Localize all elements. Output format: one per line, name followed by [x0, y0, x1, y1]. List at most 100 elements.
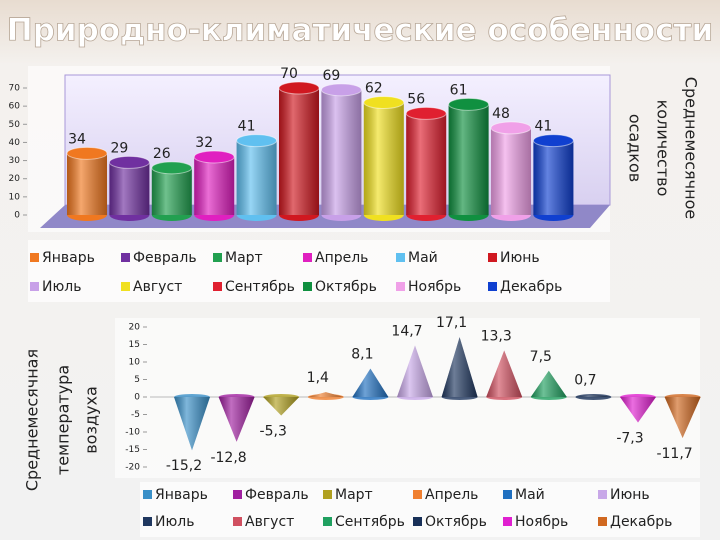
bar-shade: [279, 88, 319, 215]
legend-swatch: [323, 517, 332, 526]
cone-shade: [397, 345, 433, 397]
legend-label: Январь: [42, 250, 95, 266]
cone-shade: [307, 392, 344, 397]
value-label: 1,4: [307, 370, 329, 386]
legend-label: Май: [515, 487, 545, 503]
bar-top: [278, 81, 320, 95]
value-label: 13,3: [481, 328, 512, 344]
legend-label: Сентябрь: [335, 514, 405, 530]
legend-label: Ноябрь: [408, 279, 461, 295]
value-label: 32: [195, 135, 213, 151]
legend-swatch: [233, 490, 242, 499]
value-label: -11,7: [656, 446, 692, 462]
legend-label: Август: [245, 514, 294, 530]
legend-label: Июнь: [610, 487, 650, 503]
legend-swatch: [213, 282, 222, 291]
bar-shade: [321, 89, 362, 215]
value-label: 7,5: [530, 349, 552, 365]
legend-label: Декабрь: [500, 279, 562, 295]
bar-top: [490, 121, 532, 135]
legend-swatch: [503, 517, 512, 526]
value-label: 17,1: [436, 315, 467, 331]
legend-swatch: [598, 490, 607, 499]
cone-shade: [620, 397, 656, 423]
value-label: 14,7: [391, 324, 422, 340]
value-label: -5,3: [260, 424, 287, 440]
value-label: 48: [492, 106, 510, 122]
y-tick-label: -20: [125, 463, 140, 473]
legend-swatch: [413, 517, 422, 526]
value-label: 29: [110, 140, 128, 156]
legend-label: Август: [133, 279, 182, 295]
bar-shade: [67, 153, 107, 215]
cone-shade: [486, 350, 523, 397]
legend-label: Июнь: [500, 250, 540, 266]
legend-label: Ноябрь: [515, 514, 568, 530]
y-axis-label: количество: [654, 100, 673, 197]
bar-top: [532, 134, 574, 148]
legend-swatch: [121, 253, 130, 262]
bar-top: [236, 134, 278, 148]
cone-shade: [441, 337, 478, 397]
bar-top: [151, 161, 193, 175]
cone-shade: [530, 370, 567, 397]
bar-shade: [406, 113, 447, 215]
y-axis-label: температура: [54, 365, 73, 475]
y-tick-label: 20: [129, 323, 141, 333]
legend-box: [28, 240, 610, 302]
y-tick-label: 10: [9, 192, 21, 202]
bar-shade: [533, 140, 574, 215]
value-label: 8,1: [351, 347, 373, 363]
value-label: 26: [153, 146, 171, 162]
legend-label: Март: [225, 250, 263, 266]
y-tick-label: 0: [14, 211, 20, 221]
cone-shade: [352, 368, 389, 397]
y-tick-label: 30: [9, 156, 21, 166]
slide-title: Природно-климатические особенности: [7, 13, 713, 49]
bar-top: [448, 97, 490, 111]
y-axis-label: осадков: [626, 114, 645, 182]
bar-shade: [491, 127, 531, 215]
legend-swatch: [488, 253, 497, 262]
value-label: 62: [365, 81, 383, 97]
cone-shade: [174, 397, 210, 451]
cone-shade: [263, 397, 300, 416]
legend-label: Март: [335, 487, 373, 503]
y-tick-label: 5: [134, 375, 140, 385]
legend-swatch: [143, 490, 152, 499]
bar-shade: [236, 140, 277, 215]
y-tick-label: 60: [9, 102, 21, 112]
y-axis-label: Среднемесячная: [23, 349, 42, 491]
legend-label: Январь: [155, 487, 208, 503]
bar-shade: [448, 104, 489, 215]
value-label: 41: [534, 119, 552, 135]
legend-swatch: [143, 517, 152, 526]
bar-top: [405, 106, 447, 120]
legend-label: Февраль: [245, 487, 309, 503]
cone-shade: [218, 397, 255, 442]
y-tick-label: 20: [9, 174, 21, 184]
y-tick-label: 0: [134, 393, 140, 403]
legend-label: Февраль: [133, 250, 197, 266]
y-tick-label: 70: [9, 84, 21, 94]
legend-swatch: [413, 490, 422, 499]
bar-top: [363, 96, 405, 110]
legend-swatch: [30, 253, 39, 262]
value-label: 61: [450, 82, 468, 98]
legend-swatch: [396, 282, 405, 291]
legend-swatch: [303, 253, 312, 262]
legend-label: Июль: [155, 514, 194, 530]
legend-label: Апрель: [425, 487, 478, 503]
value-label: 34: [68, 131, 86, 147]
bar-top: [108, 155, 150, 169]
value-label: -15,2: [166, 458, 202, 474]
legend-label: Апрель: [315, 250, 368, 266]
legend-swatch: [503, 490, 512, 499]
value-label: 56: [407, 91, 425, 107]
legend-swatch: [233, 517, 242, 526]
legend-label: Сентябрь: [225, 279, 295, 295]
y-tick-label: 40: [9, 138, 21, 148]
legend-swatch: [30, 282, 39, 291]
y-axis-label: воздуха: [82, 386, 101, 454]
